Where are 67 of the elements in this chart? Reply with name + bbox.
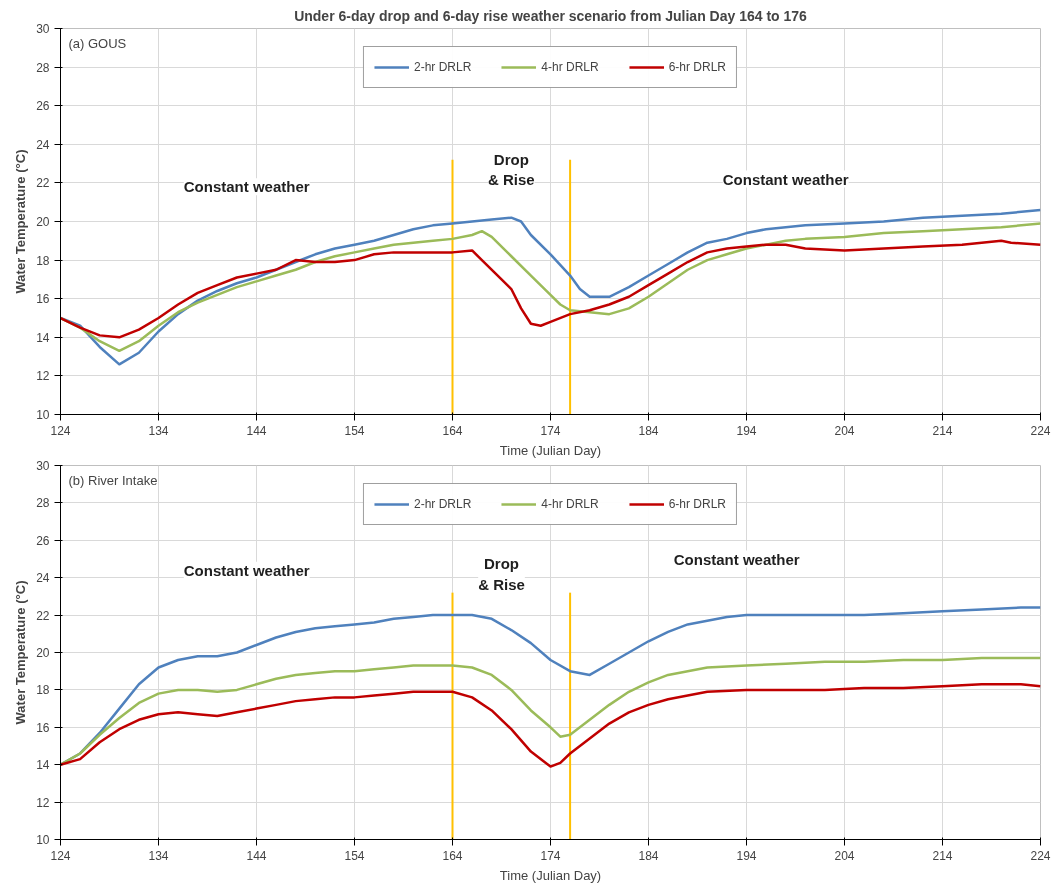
x-tick-label: 194 xyxy=(736,848,757,863)
y-tick-label: 28 xyxy=(36,496,50,511)
chart-title: Under 6-day drop and 6-day rise weather scenario from Julian Day 164 to 176 xyxy=(294,7,808,24)
y-tick-label: 18 xyxy=(36,683,50,698)
x-tick-label: 174 xyxy=(540,423,561,438)
y-tick-label: 28 xyxy=(36,60,50,75)
line-series xyxy=(60,656,1041,766)
y-tick-label: 26 xyxy=(36,533,50,548)
y-tick-label: 14 xyxy=(36,330,50,345)
x-tick-label: 214 xyxy=(932,423,953,438)
y-tick-label: 20 xyxy=(36,646,50,660)
y-tick-label: 26 xyxy=(36,99,50,114)
x-tick-label: 144 xyxy=(246,423,267,438)
x-tick-label: 124 xyxy=(50,423,71,438)
annotation: Constant weather xyxy=(673,550,800,568)
x-tick-label: 124 xyxy=(50,848,71,863)
legend-label: 2-hr DRLR xyxy=(413,497,472,511)
x-tick-label: 164 xyxy=(442,848,463,863)
y-axis-title: Water Temperature (°C) xyxy=(13,580,29,725)
annotation: Drop & Rise xyxy=(478,555,525,593)
x-tick-label: 174 xyxy=(540,848,561,863)
x-tick-label: 194 xyxy=(736,423,757,438)
annotation: Constant weather xyxy=(183,561,310,579)
text: (b) River Intake xyxy=(68,472,158,488)
line-series xyxy=(60,208,1041,366)
y-tick-label: 20 xyxy=(36,215,50,229)
annotation: Constant weather xyxy=(183,178,310,196)
y-tick-label: 12 xyxy=(36,369,50,384)
y-tick-label: 30 xyxy=(36,22,50,36)
x-tick-label: 144 xyxy=(246,848,267,863)
y-tick-label: 18 xyxy=(36,253,50,268)
y-tick-label: 24 xyxy=(36,571,50,586)
y-tick-label: 10 xyxy=(36,833,50,847)
line-series xyxy=(60,683,1041,768)
y-tick-label: 30 xyxy=(36,459,50,473)
line-series xyxy=(60,239,1041,339)
y-tick-label: 10 xyxy=(36,408,50,422)
x-tick-label: 224 xyxy=(1030,848,1051,863)
legend-label: 4-hr DRLR xyxy=(541,497,599,511)
legend-label: 2-hr DRLR xyxy=(413,60,472,74)
x-tick-label: 154 xyxy=(344,423,365,438)
legend-label: 4-hr DRLR xyxy=(541,60,599,74)
x-tick-label: 214 xyxy=(932,848,953,863)
legend-label: 6-hr DRLR xyxy=(668,497,727,511)
y-tick-label: 24 xyxy=(36,137,50,152)
x-tick-label: 184 xyxy=(638,423,659,438)
y-tick-label: 22 xyxy=(36,608,50,623)
x-tick-label: 224 xyxy=(1030,423,1051,438)
x-axis-title: Time (Julian Day) xyxy=(499,867,602,883)
annotation: Constant weather xyxy=(722,170,849,188)
y-tick-label: 14 xyxy=(36,758,50,773)
x-tick-label: 134 xyxy=(148,423,169,438)
y-tick-label: 16 xyxy=(36,720,50,735)
x-tick-label: 204 xyxy=(834,423,855,438)
y-tick-label: 12 xyxy=(36,795,50,810)
x-tick-label: 154 xyxy=(344,848,365,863)
x-tick-label: 134 xyxy=(148,848,169,863)
legend-label: 6-hr DRLR xyxy=(668,60,727,74)
text: (a) GOUS xyxy=(68,35,127,51)
y-tick-label: 22 xyxy=(36,176,50,191)
x-tick-label: 184 xyxy=(638,848,659,863)
y-axis-title: Water Temperature (°C) xyxy=(13,149,29,294)
x-tick-label: 204 xyxy=(834,848,855,863)
x-axis-title: Time (Julian Day) xyxy=(499,442,602,458)
annotation: Drop & Rise xyxy=(487,150,535,189)
x-tick-label: 164 xyxy=(442,423,463,438)
y-tick-label: 16 xyxy=(36,292,50,307)
